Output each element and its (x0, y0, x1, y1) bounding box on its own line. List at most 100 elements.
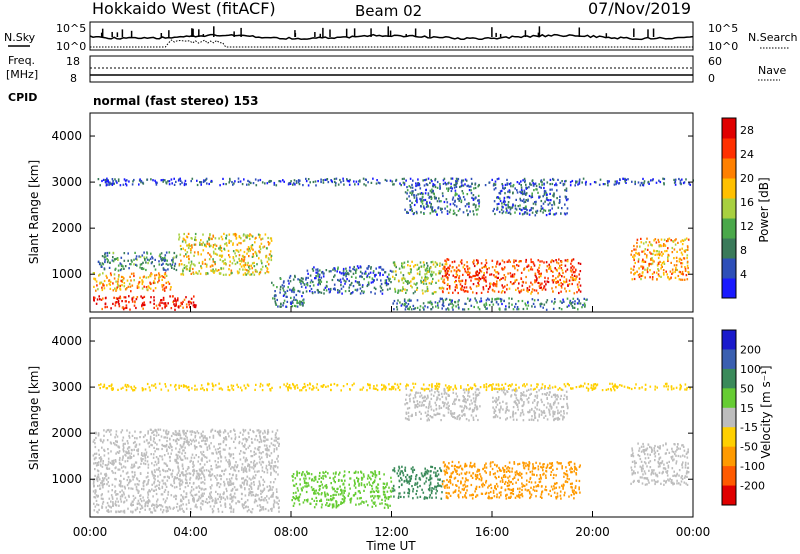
radar-cell (258, 497, 260, 500)
radar-cell (117, 468, 119, 471)
radar-cell (252, 248, 254, 251)
radar-cell (108, 505, 111, 508)
radar-cell (253, 273, 256, 276)
radar-cell (291, 475, 294, 478)
radar-cell (406, 192, 408, 195)
radar-cell (483, 303, 486, 306)
radar-cell (223, 473, 225, 476)
radar-cell (480, 297, 482, 300)
radar-cell (276, 441, 279, 444)
radar-cell (234, 438, 236, 441)
radar-cell (210, 442, 212, 445)
radar-cell (117, 178, 120, 181)
radar-cell (432, 263, 435, 266)
radar-cell (163, 268, 166, 271)
radar-cell (502, 206, 504, 209)
radar-cell (525, 192, 528, 195)
radar-cell (478, 199, 480, 202)
radar-cell (223, 492, 225, 495)
radar-cell (495, 285, 498, 288)
radar-cell (246, 482, 248, 485)
radar-cell (374, 287, 377, 291)
radar-cell (164, 483, 167, 486)
radar-cell (466, 193, 469, 196)
radar-cell (521, 209, 523, 212)
radar-cell (685, 274, 688, 277)
radar-cell (147, 502, 149, 505)
radar-cell (675, 256, 678, 259)
radar-cell (415, 283, 417, 286)
radar-cell (684, 267, 687, 270)
radar-cell (181, 181, 183, 184)
radar-cell (476, 301, 478, 304)
radar-cell (214, 429, 217, 432)
radar-cell (230, 240, 232, 243)
radar-cell (602, 183, 605, 186)
radar-cell (332, 472, 335, 475)
radar-cell (645, 256, 648, 259)
radar-cell (508, 183, 511, 186)
radar-cell (638, 275, 641, 279)
radar-cell (389, 179, 392, 182)
radar-cell (191, 430, 194, 433)
radar-cell (515, 208, 518, 211)
radar-cell (322, 275, 325, 278)
radar-cell (445, 260, 448, 263)
radar-cell (176, 433, 178, 437)
radar-cell (117, 500, 119, 503)
radar-cell (473, 305, 475, 309)
radar-cell (391, 270, 393, 273)
radar-cell (549, 267, 552, 271)
radar-cell (130, 452, 133, 455)
radar-cell (560, 263, 563, 266)
radar-cell (401, 289, 404, 292)
radar-cell (139, 255, 142, 259)
radar-cell (424, 198, 427, 202)
radar-cell (149, 275, 152, 278)
radar-cell (95, 452, 98, 455)
radar-cell (570, 276, 572, 279)
radar-cell (339, 178, 341, 182)
radar-cell (155, 492, 158, 496)
radar-cell (245, 234, 247, 237)
radar-cell (131, 487, 134, 490)
radar-cell (273, 183, 276, 186)
radar-cell (395, 178, 398, 181)
power-colorbar-tick: 28 (740, 124, 754, 137)
radar-cell (237, 177, 240, 180)
radar-cell (181, 465, 184, 468)
radar-cell (263, 429, 266, 432)
radar-cell (532, 262, 535, 265)
radar-cell (228, 453, 231, 456)
radar-cell (244, 262, 247, 265)
radar-cell (660, 238, 663, 241)
radar-cell (530, 266, 533, 269)
radar-cell (460, 279, 462, 283)
radar-cell (161, 285, 164, 288)
radar-cell (158, 260, 160, 263)
radar-cell (584, 182, 587, 185)
radar-cell (178, 233, 180, 236)
radar-cell (423, 212, 425, 215)
radar-cell (505, 305, 507, 308)
radar-cell (181, 500, 183, 503)
radar-cell (674, 178, 677, 181)
radar-cell (159, 301, 161, 304)
radar-cell (264, 435, 266, 438)
radar-cell (413, 282, 416, 285)
radar-cell (226, 489, 228, 493)
radar-cell (372, 279, 375, 282)
radar-cell (246, 499, 249, 502)
radar-cell (200, 445, 203, 448)
radar-cell (202, 500, 205, 503)
radar-cell (330, 179, 333, 183)
radar-cell (277, 454, 279, 458)
radar-cell (224, 468, 227, 471)
radar-cell (479, 269, 482, 272)
radar-cell (498, 210, 501, 214)
radar-cell (167, 432, 170, 435)
radar-cell (660, 267, 662, 270)
radar-cell (535, 280, 537, 283)
radar-cell (546, 198, 549, 202)
radar-cell (183, 266, 186, 270)
